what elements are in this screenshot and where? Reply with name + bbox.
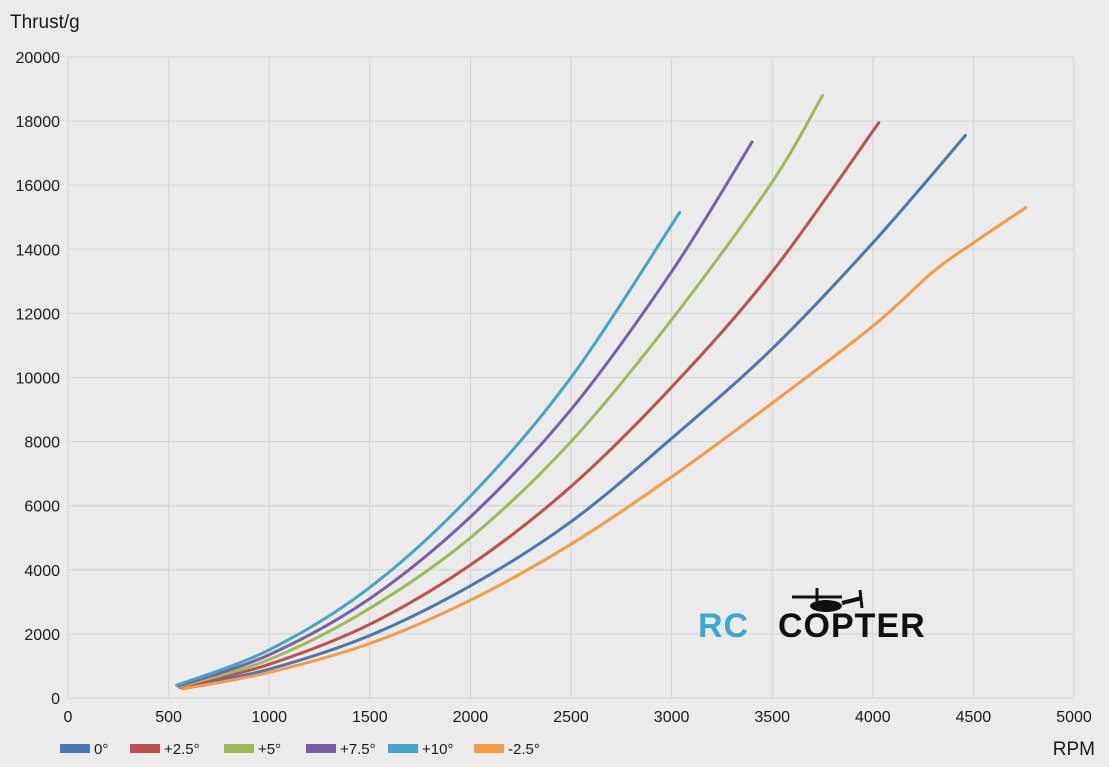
y-tick-label: 6000 bbox=[24, 499, 60, 516]
logo-text-rc: RC bbox=[698, 607, 749, 645]
helicopter-icon bbox=[792, 588, 864, 612]
series-line-0 bbox=[179, 134, 967, 690]
y-tick-label: 8000 bbox=[24, 435, 60, 452]
y-tick-label: 12000 bbox=[16, 306, 61, 323]
y-axis-title: Thrust/g bbox=[10, 12, 80, 33]
y-tick-label: 10000 bbox=[16, 371, 61, 388]
legend: 0° +2.5° +5° +7.5° +10° -2.5° bbox=[60, 741, 540, 758]
x-tick-label: 500 bbox=[155, 709, 182, 726]
legend-label-3: +7.5° bbox=[340, 741, 376, 758]
legend-swatch-2 bbox=[224, 744, 254, 753]
legend-label-2: +5° bbox=[258, 741, 281, 758]
logo-text-copter: COPTER bbox=[778, 607, 926, 645]
legend-label-5: -2.5° bbox=[508, 741, 540, 758]
series-line-2 bbox=[177, 94, 824, 689]
legend-swatch-1 bbox=[130, 744, 160, 753]
y-tick-label: 20000 bbox=[16, 50, 61, 67]
x-tick-label: 3000 bbox=[654, 709, 690, 726]
legend-label-1: +2.5° bbox=[164, 741, 200, 758]
x-tick-label: 4500 bbox=[956, 709, 992, 726]
x-tick-label: 3500 bbox=[754, 709, 790, 726]
legend-label-4: +10° bbox=[422, 741, 453, 758]
legend-swatch-4 bbox=[388, 744, 418, 753]
series-line-5 bbox=[181, 206, 1028, 691]
x-tick-label: 0 bbox=[64, 709, 73, 726]
y-tick-label: 4000 bbox=[24, 563, 60, 580]
series-line-1 bbox=[179, 121, 881, 689]
x-axis-title: RPM bbox=[1053, 739, 1095, 760]
series-line-3 bbox=[177, 140, 754, 688]
legend-swatch-3 bbox=[306, 744, 336, 753]
x-tick-label: 2500 bbox=[553, 709, 589, 726]
x-tick-label: 5000 bbox=[1056, 709, 1092, 726]
legend-swatch-0 bbox=[60, 744, 90, 753]
x-tick-label: 4000 bbox=[855, 709, 891, 726]
y-tick-label: 18000 bbox=[16, 114, 61, 131]
rc-copter-logo: RC COPTER bbox=[698, 588, 926, 645]
legend-swatch-5 bbox=[474, 744, 504, 753]
series-lines bbox=[175, 94, 1028, 691]
y-tick-label: 16000 bbox=[16, 178, 61, 195]
legend-label-0: 0° bbox=[94, 741, 108, 758]
series-line-4 bbox=[175, 210, 682, 687]
y-tick-label: 2000 bbox=[24, 627, 60, 644]
x-tick-label: 2000 bbox=[453, 709, 489, 726]
gridlines bbox=[67, 56, 1075, 699]
tick-labels: 0 500 1000 1500 2000 2500 3000 3500 4000 4500 5000… bbox=[16, 50, 1092, 726]
y-tick-label: 0 bbox=[51, 691, 60, 708]
x-tick-label: 1500 bbox=[352, 709, 388, 726]
y-tick-label: 14000 bbox=[16, 242, 61, 259]
x-tick-label: 1000 bbox=[251, 709, 287, 726]
